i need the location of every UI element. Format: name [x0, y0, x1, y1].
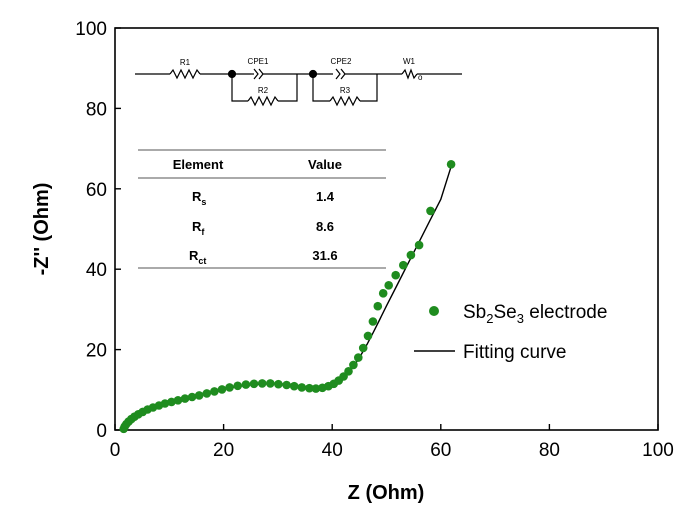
data-point: [217, 385, 227, 394]
data-point: [249, 379, 259, 389]
warburg-w1: [401, 68, 418, 80]
table-header-element: Element: [173, 157, 224, 172]
data-point: [167, 397, 176, 407]
data-point: [311, 384, 321, 393]
circuit-labels: R1 CPE1 R2 CPE2 R3 W1 o: [180, 57, 423, 95]
x-tick-label: 80: [539, 440, 560, 461]
data-point: [349, 360, 358, 370]
table-row-value: 1.4: [316, 189, 335, 204]
cpe2-plate-a: [335, 68, 341, 80]
resistor-r2: [247, 95, 279, 107]
y-tick-label: 100: [75, 19, 107, 40]
legend-label-fit: Fitting curve: [463, 342, 566, 363]
table-row-value: 31.6: [312, 248, 337, 263]
cpe1-plate-a: [253, 68, 259, 80]
circuit-label-w1-sub: o: [418, 73, 423, 82]
data-point: [446, 160, 456, 169]
x-tick-label: 100: [642, 440, 674, 461]
data-point: [282, 380, 291, 390]
legend: Sb2Se3 electrode Fitting curve: [414, 302, 607, 363]
data-point: [241, 380, 251, 389]
data-point: [160, 399, 170, 408]
sb2se3-electrode-series: [119, 160, 456, 434]
y-axis: 0 20 40 60 80 100: [75, 19, 121, 442]
parameter-table: Element Value Rs 1.4 Rf 8.6 Rct 31.6: [138, 149, 386, 269]
resistor-r3: [329, 95, 361, 107]
x-axis: 0 20 40 60 80 100: [110, 424, 674, 461]
plot-frame: [114, 27, 659, 431]
y-axis-title: -Z'' (Ohm): [31, 183, 53, 276]
data-point: [187, 392, 197, 402]
y-tick-label: 0: [96, 421, 107, 442]
data-point: [368, 317, 378, 326]
data-point: [266, 379, 275, 388]
y-tick-label: 40: [86, 260, 107, 281]
data-point: [426, 206, 435, 216]
circuit-label-cpe2: CPE2: [331, 57, 352, 66]
data-point: [378, 289, 388, 298]
data-point: [225, 383, 234, 392]
data-point: [274, 379, 283, 389]
x-tick-label: 40: [322, 440, 343, 461]
table-row-symbol: Rs: [192, 189, 206, 207]
data-point: [297, 383, 307, 392]
data-point: [344, 367, 353, 376]
r2-branch: [231, 74, 248, 102]
x-tick-label: 60: [430, 440, 451, 461]
y-tick-label: 80: [86, 99, 107, 120]
data-point: [202, 389, 212, 398]
cpe1-plate-b: [258, 68, 264, 80]
data-point: [399, 260, 408, 270]
circuit-label-cpe1: CPE1: [248, 57, 269, 66]
resistor-r1: [169, 68, 201, 80]
fitting-curve-line: [121, 164, 453, 431]
x-tick-label: 0: [110, 440, 121, 461]
data-point: [391, 270, 401, 280]
y-tick-label: 60: [86, 180, 107, 201]
table-row-symbol: Rf: [192, 219, 205, 237]
data-point: [289, 381, 299, 391]
table-header-value: Value: [308, 157, 342, 172]
data-point: [194, 391, 204, 400]
fitting-curve-series: [121, 164, 453, 431]
circuit-label-r2: R2: [258, 86, 269, 95]
data-point: [414, 240, 424, 250]
x-axis-title: Z (Ohm): [348, 482, 425, 504]
cpe2-plate-b: [340, 68, 346, 80]
circuit-label-w1: W1: [403, 57, 416, 66]
r3-branch-return: [360, 74, 378, 102]
y-tick-label: 20: [86, 341, 107, 362]
data-point: [373, 301, 383, 311]
data-point: [180, 394, 190, 403]
data-point: [384, 281, 394, 290]
circuit-label-r3: R3: [340, 86, 351, 95]
table-row-symbol: Rct: [189, 248, 206, 266]
table-row-value: 8.6: [316, 219, 334, 234]
equivalent-circuit: [135, 68, 462, 107]
data-point: [233, 381, 242, 391]
legend-label-electrode: Sb2Se3 electrode: [463, 302, 607, 326]
data-point: [173, 396, 183, 405]
x-tick-label: 20: [213, 440, 234, 461]
data-point: [363, 331, 373, 341]
data-point: [305, 383, 314, 393]
r2-branch-return: [278, 74, 298, 102]
legend-marker-electrode: [429, 306, 439, 316]
data-point: [354, 353, 363, 362]
data-point: [257, 379, 267, 388]
r3-branch: [312, 74, 330, 102]
data-point: [406, 250, 416, 260]
data-point: [210, 387, 219, 396]
circuit-label-r1: R1: [180, 58, 191, 67]
data-point: [358, 343, 368, 353]
